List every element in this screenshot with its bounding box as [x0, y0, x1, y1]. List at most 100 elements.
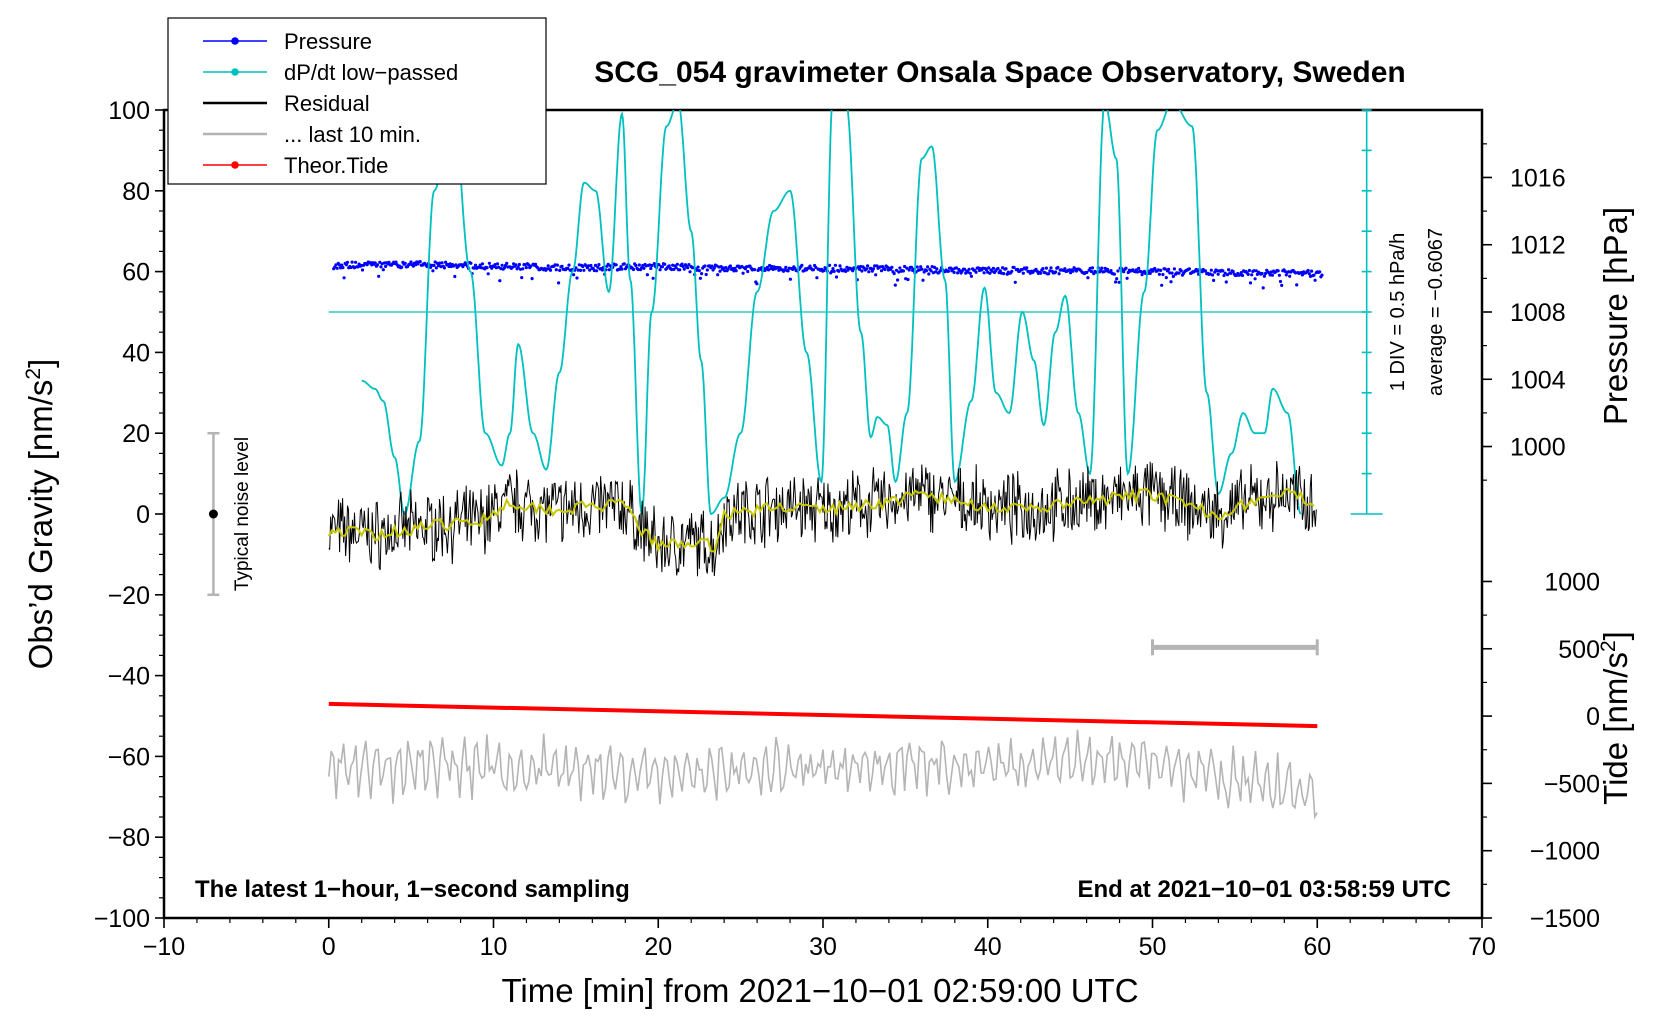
y-tick-label: 0 [136, 501, 150, 529]
pressure-point [1043, 271, 1047, 275]
noise-bar [207, 431, 220, 597]
pressure-point [589, 263, 593, 268]
pressure-point [1209, 268, 1213, 272]
tide-axis-title: Tide [nm/s2] [1597, 631, 1634, 805]
pressure-point [497, 265, 501, 269]
pressure-point [828, 263, 832, 267]
pressure-point [1212, 278, 1216, 282]
pressure-point [1013, 280, 1017, 284]
pressure-point [418, 260, 422, 264]
tide-tick-label: 0 [1586, 703, 1600, 731]
pressure-point [822, 269, 826, 273]
pressure-point [1114, 280, 1118, 284]
pressure-point [1153, 266, 1157, 271]
x-axis-ticks: −10 0 10 20 30 40 50 60 70 [143, 918, 1496, 961]
pressure-point [879, 269, 884, 273]
pressure-point [1049, 266, 1053, 270]
pressure-point [1089, 269, 1093, 274]
y-axis-title-end: ] [22, 359, 59, 368]
pressure-point [703, 264, 707, 268]
pressure-point [1276, 269, 1280, 273]
pressure-point [1047, 272, 1051, 276]
pressure-point [1163, 267, 1167, 271]
pressure-point [517, 262, 522, 267]
pressure-point [858, 267, 862, 271]
pressure-point [788, 277, 793, 281]
pressure-point [1109, 269, 1113, 273]
pressure-point [1263, 271, 1268, 276]
pressure-point [954, 266, 959, 270]
pressure-point [892, 271, 896, 276]
y-tick-label: −60 [108, 743, 150, 771]
pressure-point [1125, 276, 1129, 280]
pressure-point [485, 266, 489, 270]
pressure-point [618, 267, 622, 271]
legend-label: Theor.Tide [284, 153, 388, 178]
pressure-point [896, 278, 900, 282]
pressure-point [642, 266, 646, 270]
y-tick-label: 100 [108, 97, 150, 125]
pressure-point [784, 265, 788, 269]
pressure-point [1004, 267, 1008, 271]
pressure-point [1057, 272, 1061, 276]
pressure-point [1025, 266, 1029, 270]
pressure-point [1215, 269, 1219, 273]
pressure-point [1020, 267, 1024, 272]
x-tick-label: 0 [322, 933, 336, 961]
pressure-point [341, 266, 345, 270]
pressure-point [866, 264, 870, 268]
pressure-point [345, 260, 350, 264]
pressure-point [935, 267, 939, 271]
pressure-point [354, 260, 358, 264]
pressure-point [907, 268, 911, 272]
dpdt-average-label: average = −0.6067 [1425, 228, 1447, 396]
pressure-point [871, 267, 876, 271]
y-axis-ticks: −100 −80 −60 −40 −20 0 20 40 60 80 100 [94, 97, 164, 933]
tide-axis-title-text: Tide [nm/s [1597, 652, 1634, 805]
pressure-point [1250, 273, 1254, 277]
pressure-point [987, 266, 991, 270]
x-tick-label: 60 [1303, 933, 1331, 961]
pressure-point [529, 264, 533, 268]
pressure-point [409, 260, 413, 264]
pressure-point [1307, 272, 1311, 276]
end-time-annotation: End at 2021−10−01 03:58:59 UTC [1077, 876, 1451, 903]
pressure-point [1071, 269, 1075, 273]
noise-bar-center [208, 509, 218, 519]
pressure-point [1090, 266, 1095, 270]
pressure-point [636, 267, 640, 272]
pressure-point [909, 265, 914, 269]
pressure-tick-label: 1000 [1510, 434, 1566, 462]
pressure-point [548, 268, 553, 272]
pressure-point [447, 264, 451, 269]
pressure-point [890, 265, 894, 269]
y-tick-label: 40 [122, 339, 150, 367]
pressure-point [554, 268, 558, 272]
pressure-point [619, 265, 623, 269]
series-group [327, 110, 1367, 820]
pressure-point [652, 262, 656, 266]
pressure-point [454, 263, 458, 267]
pressure-point [724, 266, 728, 270]
pressure-point [486, 272, 490, 276]
pressure-point [1310, 269, 1314, 273]
pressure-point [996, 266, 1000, 271]
pressure-point [1261, 286, 1265, 290]
pressure-point [439, 265, 443, 269]
pressure-point [864, 267, 869, 271]
pressure-point [1086, 276, 1090, 280]
pressure-point [696, 265, 700, 269]
pressure-point [334, 263, 338, 267]
pressure-point [860, 269, 864, 273]
pressure-point [710, 264, 714, 268]
pressure-point [620, 267, 624, 271]
pressure-point [335, 266, 339, 270]
pressure-point [1240, 273, 1245, 278]
y-axis-title-sup: 2 [22, 368, 45, 380]
pressure-point [753, 268, 757, 272]
pressure-point [1039, 271, 1043, 275]
pressure-point [697, 269, 701, 273]
pressure-point [705, 268, 709, 272]
pressure-point [883, 267, 887, 272]
tide-tick-label: −1000 [1530, 838, 1600, 866]
